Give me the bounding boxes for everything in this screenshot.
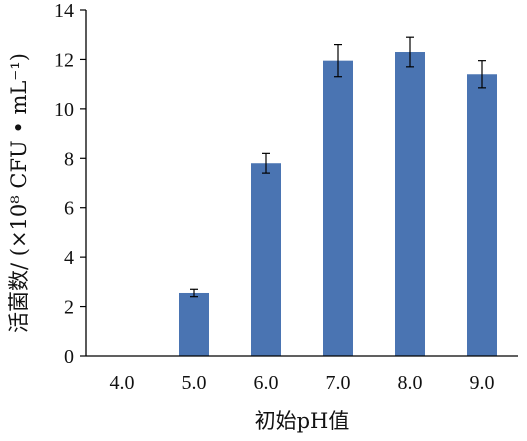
y-tick-label: 8 bbox=[64, 148, 74, 170]
x-axis-title: 初始pH值 bbox=[255, 409, 350, 433]
bar bbox=[467, 74, 497, 356]
x-tick-labels: 4.0 5.0 6.0 7.0 8.0 9.0 bbox=[110, 372, 495, 394]
y-tick-label: 0 bbox=[64, 346, 74, 368]
y-tick-labels: 0 2 4 6 8 10 12 14 bbox=[54, 0, 74, 368]
y-tick-label: 6 bbox=[64, 198, 74, 220]
axes-layer bbox=[80, 9, 518, 357]
bar bbox=[323, 60, 353, 357]
y-tick-label: 4 bbox=[64, 247, 74, 269]
bars-layer bbox=[179, 52, 497, 357]
x-tick-label: 6.0 bbox=[254, 372, 279, 394]
y-axis-title: 活菌数/ (×10⁸ CFU • mL⁻¹) bbox=[7, 53, 31, 333]
error-bars-layer bbox=[190, 36, 486, 298]
x-tick-label: 7.0 bbox=[326, 372, 351, 394]
y-tick-label: 2 bbox=[64, 297, 74, 319]
x-tick-label: 8.0 bbox=[398, 372, 423, 394]
y-tick-label: 12 bbox=[54, 49, 74, 71]
x-tick-label: 4.0 bbox=[110, 372, 135, 394]
y-tick-label: 14 bbox=[54, 0, 74, 22]
bar bbox=[179, 292, 209, 356]
y-tick-label: 10 bbox=[54, 99, 74, 121]
x-tick-label: 5.0 bbox=[182, 372, 207, 394]
bar bbox=[251, 163, 281, 356]
bar bbox=[395, 52, 425, 357]
x-tick-label: 9.0 bbox=[470, 372, 495, 394]
